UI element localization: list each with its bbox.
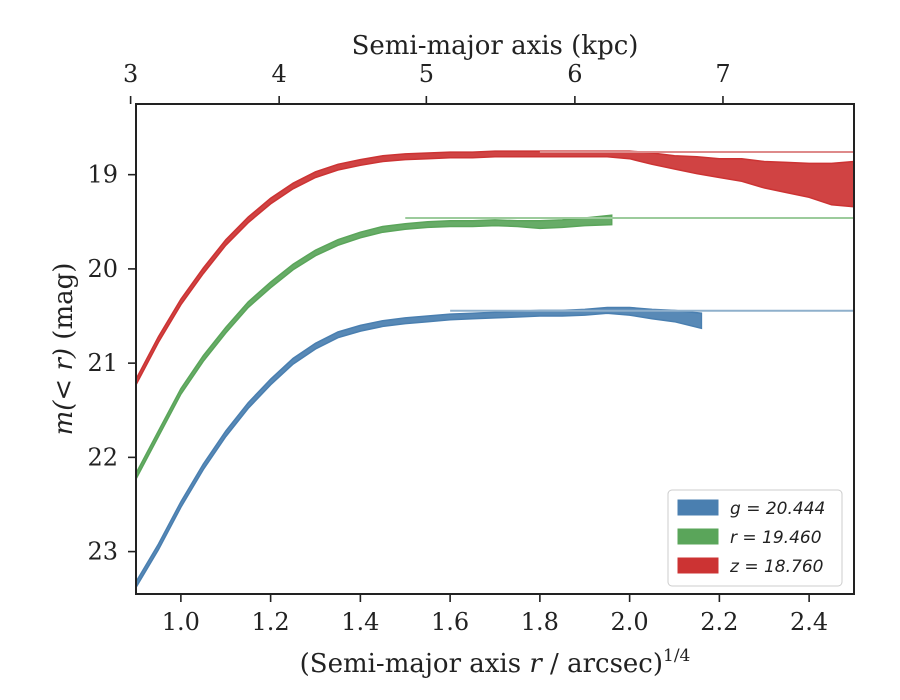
top-tick-label: 5 [419,60,434,88]
x-axis-title: (Semi-major axis r / arcsec)1/4 [300,646,691,679]
legend-label-z: z = 18.760 [729,557,823,577]
y-tick-label: 23 [87,538,118,566]
y-tick-label: 21 [87,349,118,377]
series-band-r [136,214,613,480]
legend-swatch-g [677,499,719,516]
x-tick-label: 1.6 [431,608,469,636]
y-tick-label: 20 [87,255,118,283]
top-tick-label: 7 [715,60,730,88]
legend-label-r: r = 19.460 [730,528,822,548]
x-tick-label: 2.4 [790,608,828,636]
top-tick-label: 3 [123,60,138,88]
legend: g = 20.444 r = 19.460 z = 18.760 [667,489,843,587]
legend-label-g: g = 20.444 [730,499,825,519]
legend-swatch-r [677,528,719,545]
y-tick-label: 19 [87,161,118,189]
x-tick-label: 1.2 [252,608,290,636]
top-tick-label: 4 [272,60,287,88]
y-tick-label: 22 [87,443,118,471]
x-tick-label: 2.0 [611,608,649,636]
x-tick-label: 2.2 [700,608,738,636]
top-axis-title: Semi-major axis (kpc) [352,31,639,61]
legend-swatch-z [677,557,719,574]
plot-frame [135,103,855,595]
y-axis-title: m(< r) (mag) [49,263,79,436]
series-band-g [136,306,703,589]
x-tick-label: 1.8 [521,608,559,636]
top-tick-label: 6 [567,60,582,88]
series-band-z [136,150,854,386]
x-tick-label: 1.0 [162,608,200,636]
x-tick-label: 1.4 [341,608,379,636]
